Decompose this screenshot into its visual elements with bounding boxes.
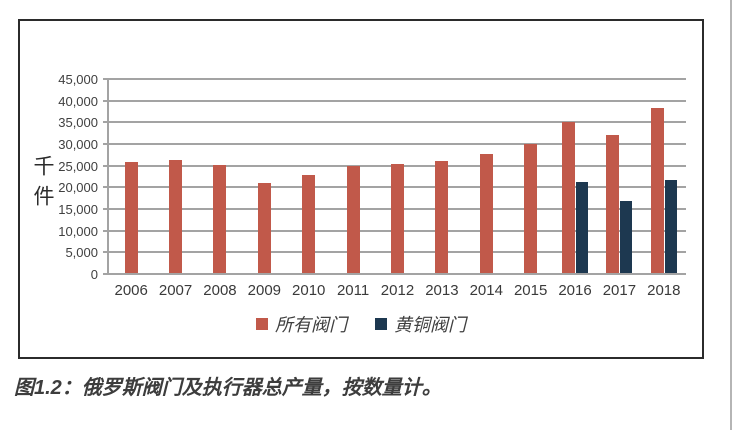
legend-swatch: [375, 318, 387, 330]
page-right-edge-line: [730, 0, 732, 430]
bar-series0-2010: [302, 174, 316, 273]
x-axis-label: 2009: [247, 282, 282, 299]
gridline: [109, 99, 686, 102]
y-axis-tick-label: 10,000: [58, 223, 98, 239]
y-axis-tick-mark: [103, 164, 109, 167]
y-axis-tick-label: 45,000: [58, 72, 98, 87]
legend-label: 所有阀门: [275, 315, 347, 335]
x-axis-label: 2012: [380, 282, 415, 299]
bar-series0-2015: [524, 144, 538, 273]
gridline: [109, 121, 686, 124]
bar-series0-2006: [124, 162, 138, 273]
y-axis-tick-mark: [103, 273, 109, 275]
bar-series0-2011: [346, 165, 360, 273]
x-axis-label: 2018: [647, 282, 681, 299]
gridline: [109, 273, 686, 275]
bar-series1-2017: [620, 200, 633, 273]
bar-series0-2014: [479, 153, 493, 273]
chart-legend: 所有阀门 黄铜阀门: [20, 311, 702, 337]
bar-series0-2017: [606, 135, 620, 273]
legend-label: 黄铜阀门: [394, 315, 466, 335]
bar-series0-2013: [435, 160, 449, 273]
x-axis-label: 2017: [602, 282, 637, 299]
x-axis-label: 2013: [425, 282, 459, 299]
y-axis-tick-label: 5,000: [65, 245, 98, 261]
x-axis-label: 2015: [513, 282, 548, 299]
bar-series0-2012: [391, 163, 404, 273]
x-axis-label: 2010: [292, 282, 326, 299]
gridline: [109, 78, 686, 80]
chart-frame: 千件 0 5,000 10,000 15,000 20,000 25,000 30,000 3…: [18, 19, 704, 359]
y-axis-tick-label: 15,000: [58, 202, 98, 218]
x-axis-labels: 2006 2007 2008 2009 2010 2011 2012 2013 2014 2015…: [109, 282, 686, 302]
x-axis-label: 2008: [203, 282, 237, 299]
y-axis-tick-mark: [103, 186, 109, 189]
y-axis-tick-label: 20,000: [58, 180, 98, 196]
legend-item: 所有阀门: [256, 311, 347, 337]
bar-series0-2007: [169, 160, 183, 273]
bar-series0-2008: [213, 165, 227, 273]
y-axis-tick-label: 25,000: [58, 158, 98, 174]
y-axis-line: [107, 79, 109, 274]
y-axis-tick-label: 0: [90, 267, 98, 282]
y-axis-tick-mark: [103, 251, 109, 254]
x-axis-label: 2007: [158, 282, 193, 299]
y-axis-tick-mark: [103, 121, 109, 124]
y-axis-tick-label: 30,000: [58, 137, 98, 153]
y-axis-unit-label: 千件: [31, 155, 54, 215]
legend-swatch: [256, 318, 268, 330]
y-axis-tick-label: 40,000: [58, 93, 98, 109]
y-axis-tick-mark: [103, 229, 109, 232]
y-axis-tick-labels: 0 5,000 10,000 15,000 20,000 25,000 30,000 35,0…: [20, 72, 98, 282]
y-axis-tick-label: 35,000: [58, 115, 98, 131]
figure-caption: 图1.2：俄罗斯阀门及执行器总产量，按数量计。: [14, 377, 442, 399]
y-axis-tick-mark: [103, 143, 109, 146]
legend-item: 黄铜阀门: [375, 311, 466, 337]
y-axis-tick-mark: [103, 78, 109, 80]
y-axis-tick-mark: [103, 208, 109, 211]
x-axis-label: 2006: [114, 282, 148, 299]
x-axis-label: 2011: [336, 282, 370, 299]
bar-series0-2016: [562, 122, 576, 273]
y-axis-tick-mark: [103, 99, 109, 102]
plot-area: [103, 78, 686, 275]
bar-series0-2009: [257, 183, 271, 273]
bar-series1-2018: [664, 179, 677, 273]
bar-series1-2016: [576, 181, 589, 273]
bar-series0-2018: [650, 107, 664, 273]
x-axis-label: 2014: [469, 282, 503, 299]
x-axis-label: 2016: [558, 282, 592, 299]
gridline: [109, 143, 686, 146]
